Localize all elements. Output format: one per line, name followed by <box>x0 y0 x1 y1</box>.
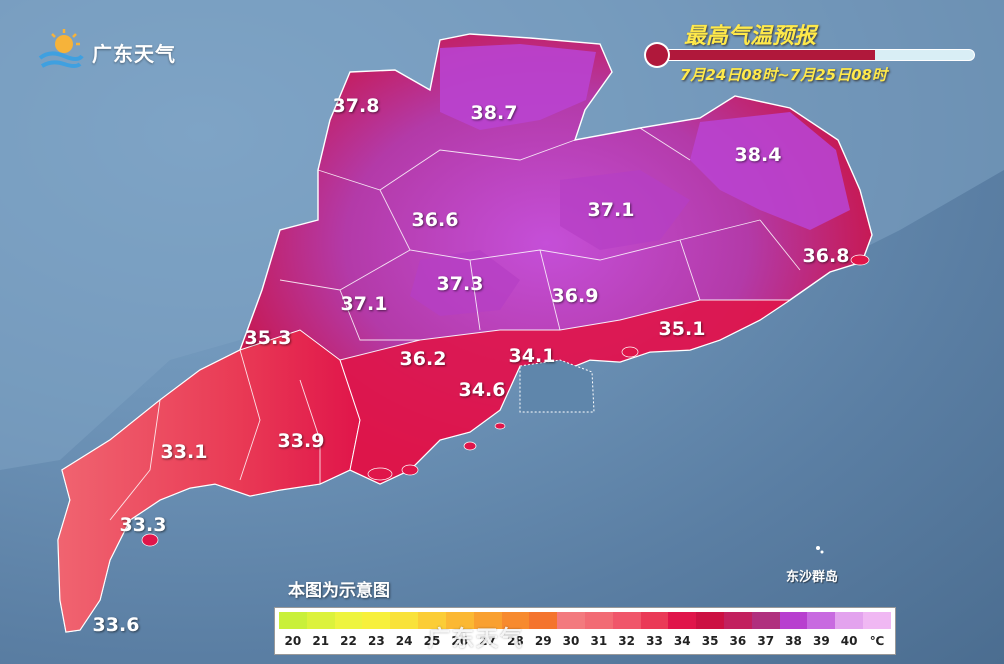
legend-swatch <box>390 612 419 629</box>
temp-label: 35.3 <box>244 327 292 349</box>
dongsha-islands <box>816 546 824 554</box>
legend-label: 33 <box>646 634 663 648</box>
legend-label: 24 <box>395 634 413 648</box>
legend-swatch <box>612 612 641 629</box>
legend-label: 23 <box>367 634 385 648</box>
legend-swatch <box>668 612 697 629</box>
thermometer-tube <box>664 50 974 60</box>
temp-label: 36.9 <box>551 285 599 307</box>
temp-label: 35.1 <box>658 318 706 340</box>
temp-label: 33.1 <box>160 441 208 463</box>
legend-label: 29 <box>534 634 552 648</box>
temp-label: 33.3 <box>119 514 167 536</box>
temp-label: 36.2 <box>399 348 447 370</box>
city-boundaries <box>109 127 801 521</box>
legend-label: 20 <box>284 634 302 648</box>
legend-label: 26 <box>451 634 469 648</box>
thermometer-fill <box>664 50 875 60</box>
hottest-patch-north <box>440 44 596 130</box>
legend-swatch <box>445 612 474 629</box>
legend-label: 28 <box>507 634 524 648</box>
legend-labels: 20 21 22 23 24 25 26 27 28 29 30 31 32 33 34 35 36 37 38 39… <box>279 632 891 650</box>
legend-swatch <box>529 612 558 629</box>
temperature-legend: 20 21 22 23 24 25 26 27 28 29 30 31 32 33 34 35 36 37 38 39… <box>274 607 896 655</box>
temp-label: 38.7 <box>470 102 518 124</box>
temp-label: 33.6 <box>92 614 140 636</box>
forecast-title: 最高气温预报 <box>684 24 817 49</box>
coastal-islands <box>141 254 870 547</box>
legend-swatches <box>279 612 891 629</box>
legend-swatch <box>418 612 446 629</box>
legend-swatch <box>279 612 307 629</box>
temp-label: 37.1 <box>340 293 388 315</box>
legend-label: 34 <box>673 634 691 648</box>
legend-swatch <box>306 612 335 629</box>
hottest-patch-center <box>410 250 520 316</box>
hottest-patch-mid <box>560 170 690 250</box>
brand-logo: 广东天气 <box>34 26 176 78</box>
legend-label: 25 <box>423 634 441 648</box>
legend-swatch <box>501 612 530 629</box>
temp-label: 37.3 <box>436 273 484 295</box>
dongsha-label: 东沙群岛 <box>786 570 839 585</box>
legend-label: 32 <box>618 634 635 648</box>
legend-swatch <box>696 612 724 629</box>
legend-label: 35 <box>701 634 719 648</box>
legend-swatch <box>334 612 363 629</box>
thermometer-bar <box>646 44 978 66</box>
legend-label: 36 <box>729 634 747 648</box>
hongkong-outline <box>519 359 595 413</box>
legend-label: 37 <box>757 634 775 648</box>
legend-swatch <box>807 612 836 629</box>
brand-name: 广东天气 <box>92 41 176 66</box>
temp-label: 36.6 <box>411 209 459 231</box>
legend-swatch <box>751 612 780 629</box>
legend-label: 38 <box>785 634 802 648</box>
hottest-patch-east <box>690 112 850 230</box>
temp-label: 34.1 <box>508 345 556 367</box>
forecast-time-range: 7月24日08时~7月25日08时 <box>680 66 887 84</box>
legend-label: 40 <box>840 634 858 648</box>
legend-swatch <box>835 612 864 629</box>
legend-label: 30 <box>562 634 580 648</box>
schematic-note: 本图为示意图 <box>288 581 390 601</box>
legend-swatch <box>473 612 502 629</box>
watermark: 广东天气 <box>428 627 525 652</box>
legend-swatch <box>863 612 891 629</box>
temp-label: 33.9 <box>277 430 325 452</box>
thermometer-bulb <box>646 44 668 66</box>
sun-cloud-logo-icon <box>38 29 84 68</box>
legend-swatch <box>724 612 752 629</box>
temp-label: 37.1 <box>587 199 635 221</box>
temp-label: 34.6 <box>458 379 506 401</box>
temp-label: 38.4 <box>734 144 782 166</box>
temp-label: 36.8 <box>802 245 850 267</box>
legend-swatch <box>557 612 585 629</box>
legend-swatch <box>779 612 808 629</box>
legend-swatch <box>362 612 391 629</box>
legend-swatch <box>640 612 669 629</box>
legend-label: 21 <box>312 634 330 648</box>
legend-swatch <box>584 612 613 629</box>
temp-label: 37.8 <box>332 95 380 117</box>
legend-unit: ℃ <box>869 634 885 648</box>
legend-label: 31 <box>590 634 608 648</box>
legend-label: 27 <box>479 634 496 648</box>
legend-label: 39 <box>812 634 830 648</box>
legend-label: 22 <box>340 634 357 648</box>
